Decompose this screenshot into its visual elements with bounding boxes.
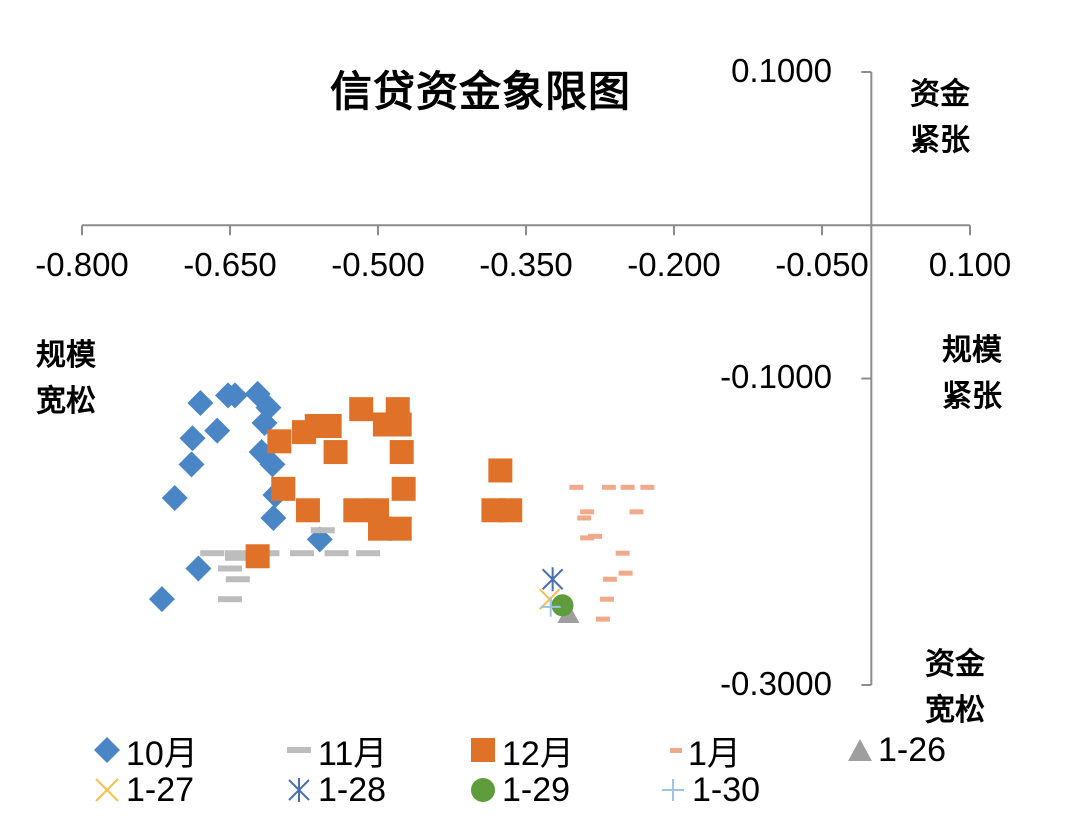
short-dash-icon (670, 748, 682, 753)
data-point (204, 417, 231, 444)
legend-item-1-26[interactable]: 1-26 (846, 730, 946, 770)
x-tick-label: -0.050 (775, 246, 869, 283)
data-point (295, 498, 320, 523)
series-1月 (569, 484, 655, 622)
diamond-icon (94, 737, 120, 763)
chart-title: 信贷资金象限图 (330, 67, 632, 116)
data-point (225, 576, 250, 583)
data-point (618, 570, 633, 576)
data-point (602, 576, 617, 582)
legend-item-1-28[interactable]: 1-28 (284, 770, 386, 810)
quadrant-label-right: 规模 紧张 (942, 333, 1002, 414)
data-point (541, 567, 564, 592)
x-tick-label: -0.500 (331, 246, 425, 283)
series-1-29 (551, 594, 574, 617)
x-tick-label: -0.800 (35, 246, 129, 283)
data-point (629, 509, 644, 515)
data-point (349, 397, 374, 422)
data-point (577, 515, 592, 521)
data-point (356, 550, 381, 557)
data-point (498, 498, 523, 523)
legend-item-1-27[interactable]: 1-27 (92, 770, 194, 810)
data-point (259, 451, 286, 478)
data-point (599, 596, 614, 602)
data-point (640, 484, 655, 490)
data-point (221, 382, 248, 409)
data-point (179, 425, 206, 452)
asterisk-icon (288, 778, 310, 802)
data-point (148, 586, 175, 613)
data-point (323, 440, 348, 465)
data-point (580, 509, 595, 515)
data-point (387, 412, 412, 437)
data-point (317, 414, 342, 439)
data-point (343, 498, 368, 523)
series-10月 (148, 380, 333, 613)
data-point (324, 550, 349, 557)
x-tick-label: -0.350 (479, 246, 573, 283)
legend-item-1-29[interactable]: 1-29 (468, 770, 570, 810)
data-point (391, 476, 416, 501)
legend-item-nov[interactable]: 11月 (284, 730, 387, 773)
legend-item-dec[interactable]: 12月 (468, 730, 574, 773)
triangle-icon (848, 739, 872, 761)
legend-item-jan[interactable]: 1月 (664, 730, 741, 773)
data-points (148, 380, 655, 623)
data-point (267, 429, 292, 454)
legend-item-oct[interactable]: 10月 (92, 730, 198, 773)
data-point (615, 550, 630, 556)
plus-icon (662, 779, 684, 801)
quadrant-label-bottom-right: 资金 宽松 (925, 647, 985, 728)
data-point (218, 565, 242, 572)
data-point (551, 594, 574, 617)
series-1-28 (541, 567, 564, 592)
data-point (218, 596, 242, 603)
data-point (290, 550, 315, 557)
x-tick-label: 0.100 (928, 246, 1012, 283)
data-point (569, 484, 584, 490)
x-tick-label: -0.200 (627, 246, 721, 283)
data-point (387, 516, 412, 541)
series-1-30 (540, 596, 561, 617)
axes (81, 71, 971, 686)
y-tick-label: -0.3000 (720, 665, 832, 702)
x-icon (95, 778, 119, 802)
data-point (601, 484, 616, 490)
data-point (588, 533, 603, 539)
quadrant-label-left: 规模 宽松 (36, 338, 96, 419)
data-point (620, 484, 635, 490)
x-tick-label: -0.650 (183, 246, 277, 283)
square-icon (471, 738, 495, 762)
series-11月 (200, 527, 381, 603)
y-tick-label: 0.1000 (731, 52, 832, 89)
data-point (161, 485, 188, 512)
y-tick-label: -0.1000 (720, 358, 832, 395)
dash-icon (287, 747, 311, 753)
quadrant-label-top-right: 资金 紧张 (910, 77, 970, 158)
data-point (224, 550, 249, 557)
data-point (310, 527, 335, 534)
data-point (389, 440, 414, 465)
data-point (271, 476, 296, 501)
data-point (187, 390, 214, 417)
data-point (488, 458, 513, 483)
data-point (595, 616, 610, 622)
data-point (245, 544, 270, 569)
series-12月 (245, 397, 523, 569)
data-point (540, 596, 561, 617)
data-point (224, 554, 249, 561)
data-point (185, 555, 212, 582)
circle-icon (471, 778, 495, 802)
data-point (580, 535, 595, 541)
legend-item-1-30[interactable]: 1-30 (658, 770, 760, 810)
data-point (178, 451, 205, 478)
data-point (200, 550, 225, 557)
data-point (260, 504, 287, 531)
